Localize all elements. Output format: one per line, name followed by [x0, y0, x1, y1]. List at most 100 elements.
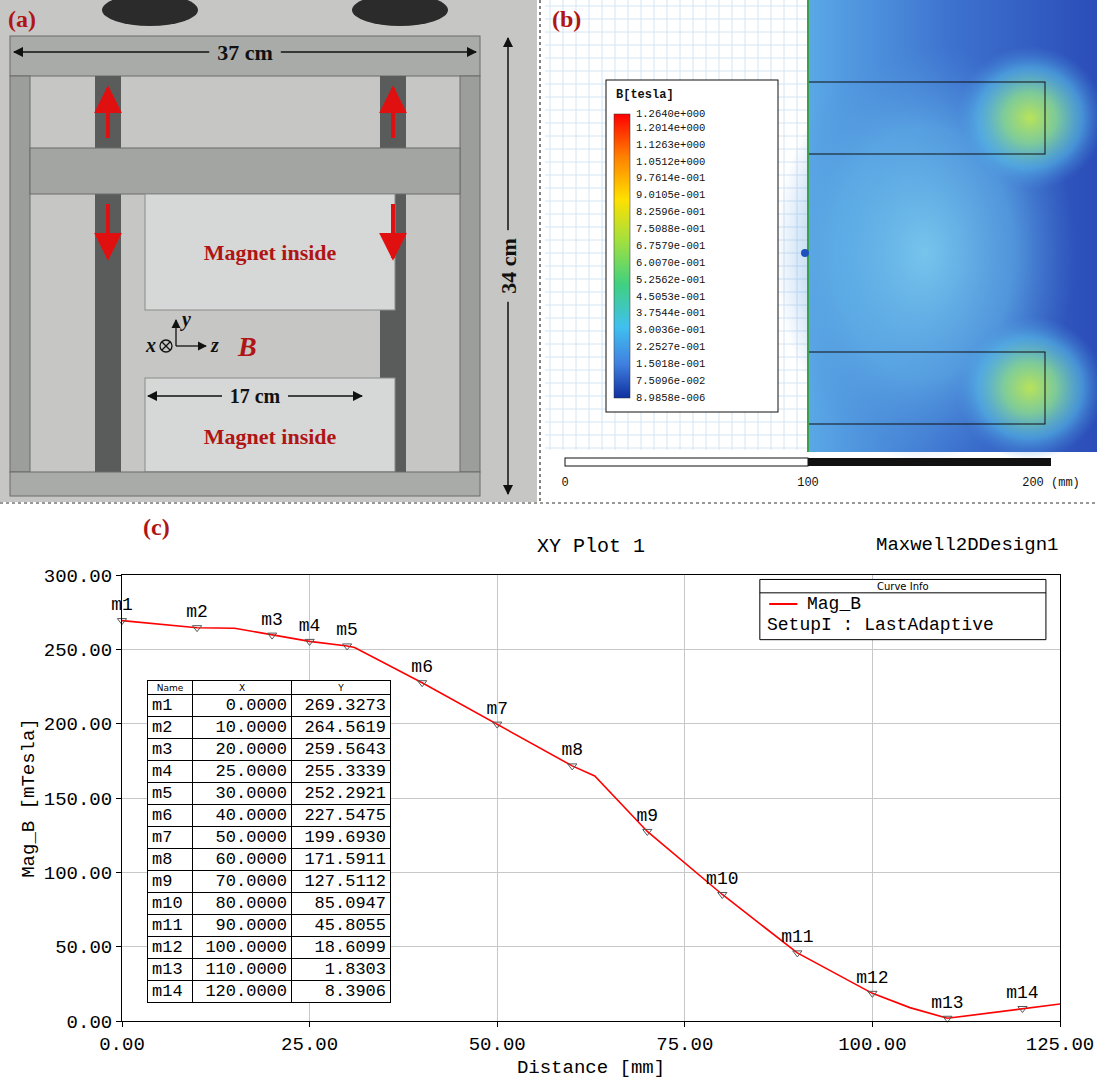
svg-text:B: B — [237, 331, 257, 362]
svg-text:z: z — [210, 334, 219, 356]
html-text:252.2921: 252.2921 — [304, 784, 386, 803]
svg-text:m14: m14 — [1006, 983, 1038, 1003]
svg-text:3.7544e-001: 3.7544e-001 — [636, 307, 705, 319]
html-text:m11: m11 — [152, 916, 183, 935]
svg-text:Magnet inside: Magnet inside — [204, 240, 337, 265]
svg-text:5.2562e-001: 5.2562e-001 — [636, 274, 705, 286]
svg-text:7.5088e-001: 7.5088e-001 — [636, 223, 705, 235]
svg-text:8.9858e-006: 8.9858e-006 — [636, 392, 705, 404]
html-text:50.0000: 50.0000 — [215, 828, 287, 847]
html-text:m5: m5 — [152, 784, 173, 803]
svg-text:0: 0 — [561, 476, 568, 490]
svg-text:9.7614e-001: 9.7614e-001 — [636, 172, 705, 184]
html-text:70.0000: 70.0000 — [215, 872, 287, 891]
svg-text:100.00: 100.00 — [838, 1034, 906, 1056]
svg-text:6.7579e-001: 6.7579e-001 — [636, 240, 705, 252]
html-text:85.0947: 85.0947 — [314, 894, 386, 913]
svg-text:0.00: 0.00 — [67, 1012, 113, 1034]
svg-text:300.00: 300.00 — [44, 566, 112, 588]
html-text:10.0000: 10.0000 — [215, 718, 287, 737]
html-text:m10: m10 — [152, 894, 183, 913]
html-text:264.5619: 264.5619 — [304, 718, 386, 737]
svg-text:Mag_B: Mag_B — [807, 594, 861, 614]
svg-text:25.00: 25.00 — [281, 1034, 338, 1056]
html-text:25.0000: 25.0000 — [215, 762, 287, 781]
svg-text:m11: m11 — [781, 927, 813, 947]
svg-text:m8: m8 — [561, 740, 583, 760]
svg-text:125.00: 125.00 — [1026, 1034, 1094, 1056]
svg-text:7.5096e-002: 7.5096e-002 — [636, 375, 705, 387]
html-text:m8: m8 — [152, 850, 173, 869]
html-text:0.0000: 0.0000 — [225, 696, 287, 715]
svg-text:m5: m5 — [336, 620, 358, 640]
html-text:40.0000: 40.0000 — [215, 806, 287, 825]
svg-text:Magnet inside: Magnet inside — [204, 424, 337, 449]
svg-text:0.00: 0.00 — [99, 1034, 145, 1056]
svg-text:(a): (a) — [8, 6, 36, 32]
svg-text:34 cm: 34 cm — [496, 238, 521, 294]
html-text:m3: m3 — [152, 740, 173, 759]
html-text:20.0000: 20.0000 — [215, 740, 287, 759]
html-text:30.0000: 30.0000 — [215, 784, 287, 803]
svg-text:m7: m7 — [486, 699, 508, 719]
svg-text:m4: m4 — [299, 616, 321, 636]
svg-text:17 cm: 17 cm — [230, 385, 281, 407]
svg-text:m10: m10 — [706, 869, 738, 889]
html-text:227.5475: 227.5475 — [304, 806, 386, 825]
svg-text:(b): (b) — [552, 6, 581, 32]
html-text:199.6930: 199.6930 — [304, 828, 386, 847]
html-text:80.0000: 80.0000 — [215, 894, 287, 913]
svg-text:m1: m1 — [111, 595, 133, 615]
svg-text:1.2640e+000: 1.2640e+000 — [636, 108, 705, 120]
svg-text:8.2596e-001: 8.2596e-001 — [636, 206, 705, 218]
html-text:m7: m7 — [152, 828, 173, 847]
svg-text:9.0105e-001: 9.0105e-001 — [636, 189, 705, 201]
svg-text:Mag_B [mTesla]: Mag_B [mTesla] — [18, 718, 40, 878]
svg-text:B[tesla]: B[tesla] — [616, 88, 674, 102]
svg-text:200.00: 200.00 — [44, 714, 112, 736]
svg-text:Maxwell2DDesign1: Maxwell2DDesign1 — [876, 534, 1058, 556]
svg-text:(c): (c) — [143, 514, 170, 540]
html-text:m4: m4 — [152, 762, 173, 781]
svg-text:Distance [mm]: Distance [mm] — [517, 1057, 665, 1079]
svg-text:4.5053e-001: 4.5053e-001 — [636, 291, 705, 303]
svg-text:m3: m3 — [261, 610, 283, 630]
svg-text:m12: m12 — [856, 968, 888, 988]
svg-text:100.00: 100.00 — [44, 863, 112, 885]
svg-text:75.00: 75.00 — [656, 1034, 713, 1056]
html-text:60.0000: 60.0000 — [215, 850, 287, 869]
svg-text:1.0512e+000: 1.0512e+000 — [636, 156, 705, 168]
svg-text:2.2527e-001: 2.2527e-001 — [636, 341, 705, 353]
svg-text:200 (mm): 200 (mm) — [1022, 476, 1080, 490]
html-text:255.3339: 255.3339 — [304, 762, 386, 781]
svg-text:m2: m2 — [186, 602, 208, 622]
svg-text:1.5018e-001: 1.5018e-001 — [636, 358, 705, 370]
html-text:259.5643: 259.5643 — [304, 740, 386, 759]
svg-text:37 cm: 37 cm — [217, 40, 273, 65]
svg-text:50.00: 50.00 — [469, 1034, 526, 1056]
svg-text:150.00: 150.00 — [44, 789, 112, 811]
html-text:269.3273: 269.3273 — [304, 696, 386, 715]
svg-text:100: 100 — [797, 476, 819, 490]
svg-text:XY Plot 1: XY Plot 1 — [537, 535, 645, 558]
svg-text:3.0036e-001: 3.0036e-001 — [636, 324, 705, 336]
html-text:127.5112: 127.5112 — [304, 872, 386, 891]
html-text:m1: m1 — [152, 696, 173, 715]
svg-text:x: x — [145, 334, 156, 356]
svg-text:y: y — [180, 308, 191, 331]
svg-text:50.00: 50.00 — [55, 937, 112, 959]
svg-text:1.2014e+000: 1.2014e+000 — [636, 122, 705, 134]
svg-text:m6: m6 — [411, 657, 433, 677]
svg-text:m9: m9 — [636, 806, 658, 826]
svg-text:6.0070e-001: 6.0070e-001 — [636, 257, 705, 269]
svg-text:SetupI : LastAdaptive: SetupI : LastAdaptive — [767, 615, 994, 635]
html-text:m6: m6 — [152, 806, 173, 825]
html-text:90.0000: 90.0000 — [215, 916, 287, 935]
html-text:m2: m2 — [152, 718, 173, 737]
svg-text:250.00: 250.00 — [44, 640, 112, 662]
html-text:171.5911: 171.5911 — [304, 850, 386, 869]
html-text:m9: m9 — [152, 872, 173, 891]
svg-text:1.1263e+000: 1.1263e+000 — [636, 139, 705, 151]
svg-text:m13: m13 — [931, 993, 963, 1013]
svg-text:Curve Info: Curve Info — [877, 581, 929, 592]
